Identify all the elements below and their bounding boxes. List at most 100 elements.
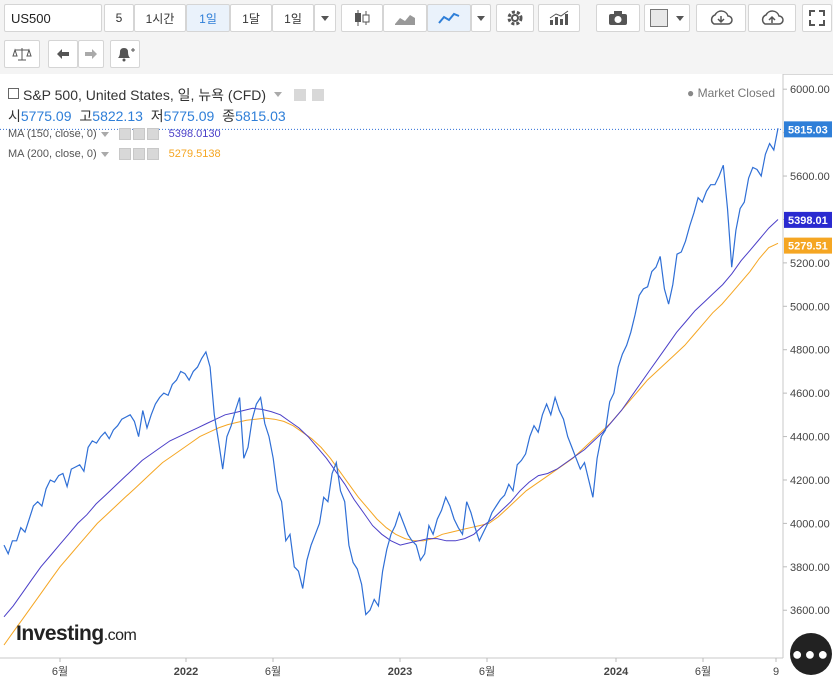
toolbar: US500 5 1시간 1일 1달 1일 bbox=[0, 0, 833, 75]
load-chart-button[interactable] bbox=[696, 4, 746, 32]
x-tick-label: 2024 bbox=[604, 666, 629, 678]
interval-5-label: 5 bbox=[115, 11, 123, 25]
cloud-download-icon bbox=[710, 10, 733, 25]
gear-icon bbox=[507, 10, 523, 26]
x-tick-label: 6월 bbox=[52, 665, 68, 678]
area-chart-button[interactable] bbox=[383, 4, 427, 32]
gear-icon[interactable] bbox=[311, 89, 324, 101]
x-tick-label: 6월 bbox=[479, 665, 495, 678]
y-tick-label: 4000.00 bbox=[790, 518, 830, 530]
ma200-price-tag: 5279.51 bbox=[788, 241, 828, 253]
symbol-input[interactable]: US500 bbox=[4, 4, 102, 32]
chevron-down-icon[interactable] bbox=[100, 151, 109, 157]
candlestick-chart-button[interactable] bbox=[341, 4, 383, 32]
interval-1d-label: 1일 bbox=[199, 11, 217, 26]
close-icon[interactable] bbox=[146, 148, 159, 160]
high-value: 5822.13 bbox=[92, 108, 143, 124]
scale-icon bbox=[12, 48, 32, 61]
y-tick-label: 6000.00 bbox=[790, 84, 830, 96]
ma150-series-line bbox=[3, 219, 779, 618]
interval-1mo-label: 1달 bbox=[242, 11, 260, 26]
y-tick-label: 4600.00 bbox=[790, 388, 830, 400]
y-tick-label: 4800.00 bbox=[790, 345, 830, 357]
fullscreen-icon bbox=[809, 10, 825, 26]
add-alert-button[interactable] bbox=[110, 40, 140, 68]
ma150-legend: MA (150, close, 0) 5398.0130 bbox=[8, 128, 221, 140]
low-value: 5775.09 bbox=[163, 108, 215, 124]
y-tick-label: 4400.00 bbox=[790, 432, 830, 444]
ma200-label: MA (200, close, 0) bbox=[8, 148, 97, 160]
alarm-bell-icon bbox=[118, 48, 135, 62]
chart-title-row: S&P 500, United States, 일, 뉴욕 (CFD) bbox=[8, 85, 324, 105]
high-label: 고 bbox=[79, 108, 93, 124]
line-chart-button[interactable] bbox=[427, 4, 471, 32]
gear-icon[interactable] bbox=[132, 148, 145, 160]
x-tick-label: 2022 bbox=[174, 666, 198, 678]
undo-button[interactable] bbox=[48, 40, 78, 68]
interval-1mo-button[interactable]: 1달 bbox=[230, 4, 272, 32]
last-price-tag-bg bbox=[784, 121, 832, 138]
interval-1h-button[interactable]: 1시간 bbox=[134, 4, 186, 32]
market-status-text: Market Closed bbox=[697, 86, 775, 100]
last-price-tag: 5815.03 bbox=[788, 124, 828, 136]
x-tick-label: 2023 bbox=[388, 666, 412, 678]
low-label: 저 bbox=[150, 108, 164, 124]
brand-name: Investing bbox=[16, 622, 104, 645]
ohlc-row: 시5775.09 고5822.13 저5775.09 종5815.03 bbox=[8, 106, 286, 126]
y-tick-label: 5600.00 bbox=[790, 171, 830, 183]
price-tags: 5815.03 5398.01 5279.51 bbox=[784, 121, 832, 254]
area-chart-icon bbox=[395, 15, 415, 25]
y-tick-label: 4200.00 bbox=[790, 475, 830, 487]
more-options-button[interactable]: ●●● bbox=[790, 633, 832, 675]
close-label: 종 bbox=[222, 108, 236, 124]
interval-5-button[interactable]: 5 bbox=[104, 4, 134, 32]
chart-type-dropdown-button[interactable] bbox=[471, 4, 491, 32]
ma200-price-tag-bg bbox=[784, 237, 832, 254]
color-picker-button[interactable] bbox=[644, 4, 690, 32]
open-value: 5775.09 bbox=[20, 108, 72, 124]
y-tick-label: 3800.00 bbox=[790, 562, 830, 574]
plot-area[interactable] bbox=[0, 74, 783, 658]
close-value: 5815.03 bbox=[235, 108, 286, 124]
hide-indicator-icon[interactable] bbox=[118, 148, 131, 160]
price-series-line bbox=[3, 128, 779, 616]
price-chart[interactable]: 3600.00 3800.00 4000.00 4200.00 4400.00 4600.… bbox=[0, 74, 833, 680]
ma200-legend: MA (200, close, 0) 5279.5138 bbox=[8, 148, 221, 160]
hide-indicator-icon[interactable] bbox=[118, 128, 131, 140]
y-axis-ticks: 3600.00 3800.00 4000.00 4200.00 4400.00 4600.… bbox=[783, 84, 830, 617]
interval-1d-button[interactable]: 1일 bbox=[186, 4, 230, 32]
symbol-text: US500 bbox=[11, 10, 51, 26]
close-icon[interactable] bbox=[146, 128, 159, 140]
x-tick-label: 9 bbox=[773, 666, 779, 678]
interval-1h-label: 1시간 bbox=[145, 11, 175, 26]
redo-icon bbox=[85, 49, 97, 59]
indicators-icon bbox=[549, 10, 569, 25]
fullscreen-button[interactable] bbox=[802, 4, 832, 32]
indicators-button[interactable] bbox=[538, 4, 580, 32]
collapse-legend-icon[interactable] bbox=[8, 88, 19, 99]
interval-dropdown-button[interactable] bbox=[314, 4, 336, 32]
interval-menu-button[interactable]: 1일 bbox=[272, 4, 314, 32]
investing-logo: Investing.com bbox=[16, 622, 137, 646]
screenshot-button[interactable] bbox=[596, 4, 640, 32]
redo-button[interactable] bbox=[78, 40, 104, 68]
chart-title: S&P 500, United States, 일, 뉴욕 (CFD) bbox=[23, 87, 267, 103]
more-dots-icon: ●●● bbox=[791, 643, 831, 664]
chevron-down-icon[interactable] bbox=[100, 131, 109, 137]
undo-icon bbox=[57, 49, 69, 59]
chevron-down-icon[interactable] bbox=[273, 92, 282, 97]
line-chart-icon bbox=[438, 12, 460, 24]
ma150-label: MA (150, close, 0) bbox=[8, 128, 97, 140]
ma150-price-tag-bg bbox=[784, 211, 832, 228]
gear-icon[interactable] bbox=[132, 128, 145, 140]
settings-icon[interactable] bbox=[293, 89, 306, 101]
compare-button[interactable] bbox=[4, 40, 40, 68]
y-tick-label: 5000.00 bbox=[790, 301, 830, 313]
chevron-down-icon bbox=[676, 15, 684, 21]
settings-button[interactable] bbox=[496, 4, 534, 32]
open-label: 시 bbox=[8, 108, 21, 124]
x-tick-label: 6월 bbox=[695, 665, 711, 678]
candlestick-icon bbox=[355, 10, 370, 26]
save-chart-button[interactable] bbox=[748, 4, 796, 32]
chevron-down-icon bbox=[321, 15, 329, 21]
